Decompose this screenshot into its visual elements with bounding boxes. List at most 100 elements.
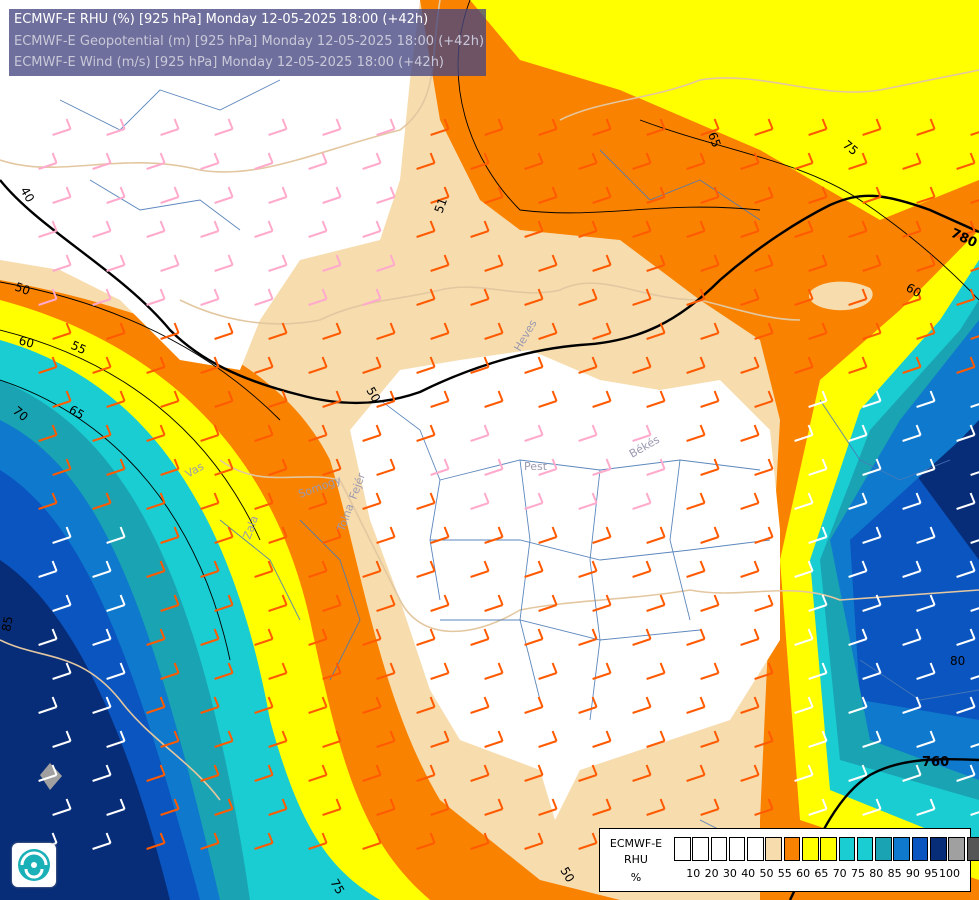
contour-label-50c: 50: [557, 865, 577, 885]
wind-barb: [200, 696, 220, 714]
wind-barb: [524, 288, 544, 306]
wind-barb: [794, 220, 814, 238]
contour-label-80: 80: [950, 654, 965, 668]
wind-barb: [416, 152, 436, 170]
wind-barb: [322, 458, 342, 476]
wind-barb: [592, 458, 612, 476]
wind-barb: [632, 424, 652, 442]
wind-barb: [740, 764, 760, 782]
wind-barb: [808, 254, 828, 272]
wind-barb: [146, 628, 166, 646]
wind-barb: [106, 390, 126, 408]
legend-swatch: [856, 837, 874, 861]
wind-barb: [376, 458, 396, 476]
wind-barb: [376, 322, 396, 340]
wind-barb: [146, 764, 166, 782]
wind-barb: [484, 526, 504, 544]
legend: ECMWF-E RHU % 10 20 30 40 50 55 60 65 70 75 80 85 90…: [599, 828, 979, 892]
wind-barb: [916, 322, 936, 340]
wind-barb: [416, 492, 436, 510]
wind-barb: [862, 798, 882, 816]
wind-barb: [754, 798, 774, 816]
legend-tick: 90: [905, 867, 920, 880]
wind-barb: [524, 220, 544, 238]
wind-barb: [362, 832, 382, 850]
wind-barb: [848, 152, 868, 170]
wind-barb: [646, 458, 666, 476]
wind-barb: [470, 492, 490, 510]
wind-barb: [308, 696, 328, 714]
wind-barb: [308, 152, 328, 170]
wind-barb: [686, 152, 706, 170]
wind-barb: [254, 220, 274, 238]
wind-barb: [362, 764, 382, 782]
wind-barb: [916, 730, 936, 748]
legend-swatch: [911, 837, 929, 861]
wind-barb: [322, 322, 342, 340]
wind-barb: [524, 152, 544, 170]
wind-barb: [740, 424, 760, 442]
wind-barb: [484, 662, 504, 680]
wind-barb: [430, 458, 450, 476]
wind-barb: [362, 220, 382, 238]
wind-barb: [52, 526, 72, 544]
wind-barb: [524, 628, 544, 646]
wind-barb: [268, 322, 288, 340]
contour-label-75b: 75: [327, 877, 347, 897]
wind-barb: [538, 118, 558, 136]
wind-barb: [808, 186, 828, 204]
wind-barb: [578, 220, 598, 238]
legend-swatch: [692, 837, 709, 861]
wind-barb: [916, 390, 936, 408]
wind-barb: [52, 390, 72, 408]
wind-barb: [254, 832, 274, 850]
wind-barb: [52, 186, 72, 204]
wind-barb: [470, 696, 490, 714]
wind-barb: [848, 628, 868, 646]
wind-barb: [902, 356, 922, 374]
wind-barb: [52, 458, 72, 476]
wind-barb: [578, 628, 598, 646]
wind-barb: [254, 696, 274, 714]
wind-barb: [808, 526, 828, 544]
wind-barb: [214, 458, 234, 476]
wind-barb: [700, 458, 720, 476]
wind-barb: [416, 424, 436, 442]
wind-barb: [254, 424, 274, 442]
wind-barb: [794, 492, 814, 510]
wind-barb: [632, 764, 652, 782]
wind-barb: [308, 492, 328, 510]
wind-barb: [146, 560, 166, 578]
wind-barb: [38, 288, 58, 306]
legend-swatches: [674, 837, 979, 861]
wind-barb: [538, 390, 558, 408]
wind-barb: [362, 288, 382, 306]
contour-label-65: 65: [67, 402, 87, 422]
title-wind: ECMWF-E Wind (m/s) [925 hPa] Monday 12-0…: [14, 55, 445, 70]
wind-barb: [524, 560, 544, 578]
wind-barb: [254, 288, 274, 306]
wind-barb: [632, 288, 652, 306]
wind-barb: [970, 471, 979, 476]
wind-barb: [308, 764, 328, 782]
wind-barb: [430, 322, 450, 340]
wind-barb: [470, 560, 490, 578]
wind-barb: [146, 220, 166, 238]
wind-barb: [376, 390, 396, 408]
contour-label-65b: 65: [705, 130, 723, 149]
wind-barb: [754, 118, 774, 136]
wind-barb: [686, 424, 706, 442]
wind-barb: [916, 526, 936, 544]
wind-barb: [686, 492, 706, 510]
wind-barb: [146, 288, 166, 306]
wind-barb: [268, 594, 288, 612]
wind-barb: [808, 730, 828, 748]
wind-barb: [416, 628, 436, 646]
wind-barb: [160, 594, 180, 612]
wind-barb: [848, 764, 868, 782]
wind-barb: [470, 220, 490, 238]
wind-barb: [106, 594, 126, 612]
wind-barb: [902, 628, 922, 646]
wind-barb: [200, 288, 220, 306]
